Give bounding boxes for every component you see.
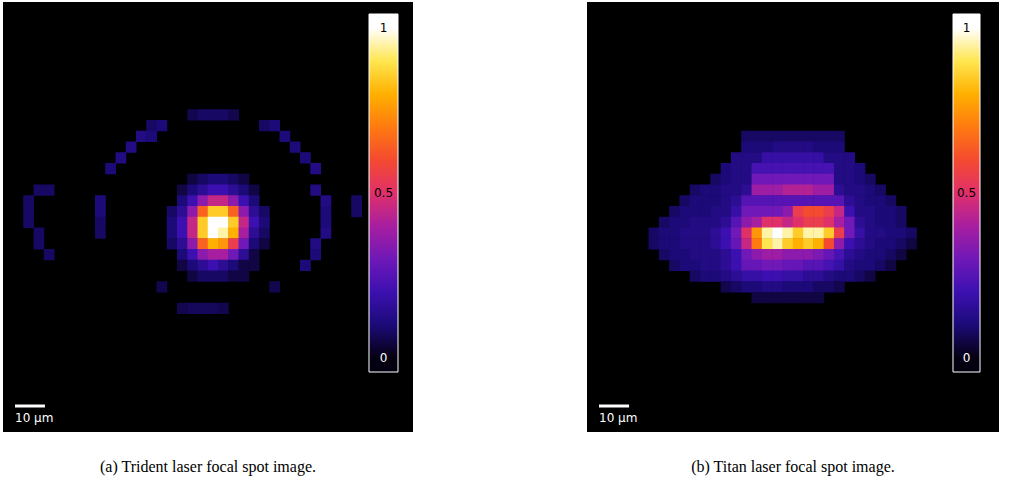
svg-text:10 µm: 10 µm (15, 411, 53, 425)
svg-text:0: 0 (963, 351, 971, 365)
svg-text:1: 1 (963, 21, 971, 35)
svg-text:(a) Trident laser focal spot i: (a) Trident laser focal spot image. (100, 458, 316, 476)
svg-text:0: 0 (380, 351, 388, 365)
svg-text:0.5: 0.5 (957, 186, 976, 200)
svg-text:(b) Titan laser focal spot ima: (b) Titan laser focal spot image. (691, 458, 895, 476)
svg-text:1: 1 (380, 21, 388, 35)
svg-text:10 µm: 10 µm (599, 411, 637, 425)
svg-text:0.5: 0.5 (374, 186, 393, 200)
